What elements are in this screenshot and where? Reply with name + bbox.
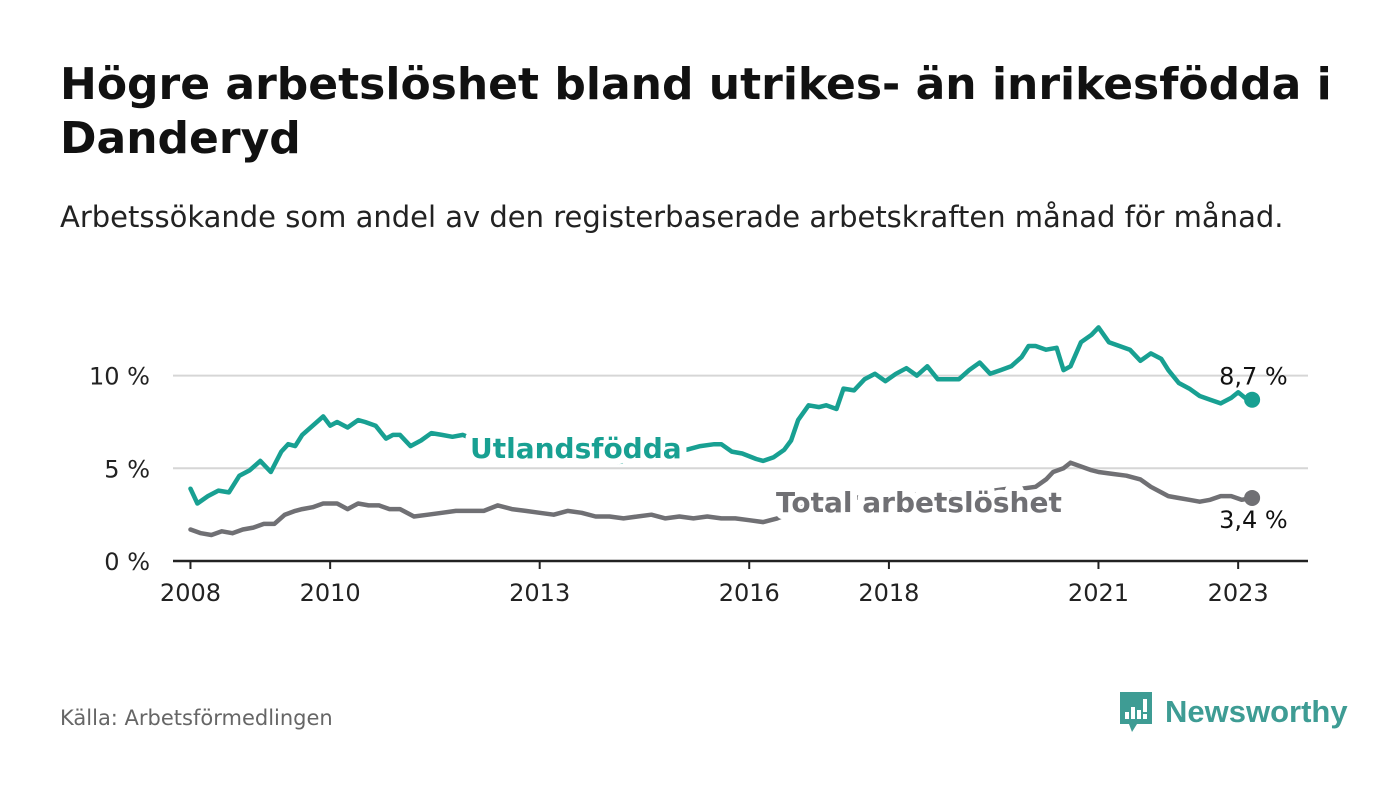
y-tick-label: 10 %	[89, 363, 150, 391]
brand-name: Newsworthy	[1165, 694, 1348, 729]
y-tick-label: 0 %	[104, 548, 150, 576]
y-tick-label: 5 %	[104, 455, 150, 483]
x-tick-label: 2008	[160, 579, 221, 607]
x-tick-label: 2016	[719, 579, 780, 607]
newsworthy-logo: Newsworthy	[1117, 690, 1348, 734]
axis-layer: 0 % 5 % 10 % 2008 2010 2013 2016 2018 2021 2023	[89, 363, 1308, 607]
x-tick-label: 2013	[509, 579, 570, 607]
chart-subtitle: Arbetssökande som andel av den registerb…	[60, 200, 1284, 234]
utlandsfodda-end-value: 8,7 %	[1219, 363, 1288, 391]
grid-layer	[173, 374, 1308, 470]
label-layer: Utlandsfödda Total arbetslöshet 8,7 % 3,4 %	[463, 363, 1288, 534]
total-end-value: 3,4 %	[1219, 506, 1288, 534]
total-arbetsloshet-series-label: Total arbetslöshet	[776, 486, 1062, 519]
x-tick-label: 2023	[1208, 579, 1269, 607]
total-end-marker	[1244, 489, 1261, 506]
series-layer	[188, 325, 1261, 538]
source-note: Källa: Arbetsförmedlingen	[60, 706, 333, 730]
x-tick-label: 2010	[300, 579, 361, 607]
total-arbetsloshet-line	[188, 460, 1255, 538]
x-tick-label: 2018	[858, 579, 919, 607]
utlandsfodda-line	[188, 325, 1255, 506]
chart-title: Högre arbetslöshet bland utrikes- än inr…	[60, 59, 1332, 164]
line-chart: Utlandsfödda Total arbetslöshet 8,7 % 3,4 %…	[89, 325, 1308, 607]
newsworthy-chart-icon	[1120, 692, 1152, 732]
x-tick-label: 2021	[1068, 579, 1129, 607]
utlandsfodda-series-label: Utlandsfödda	[470, 432, 682, 465]
utlandsfodda-end-marker	[1244, 391, 1261, 408]
